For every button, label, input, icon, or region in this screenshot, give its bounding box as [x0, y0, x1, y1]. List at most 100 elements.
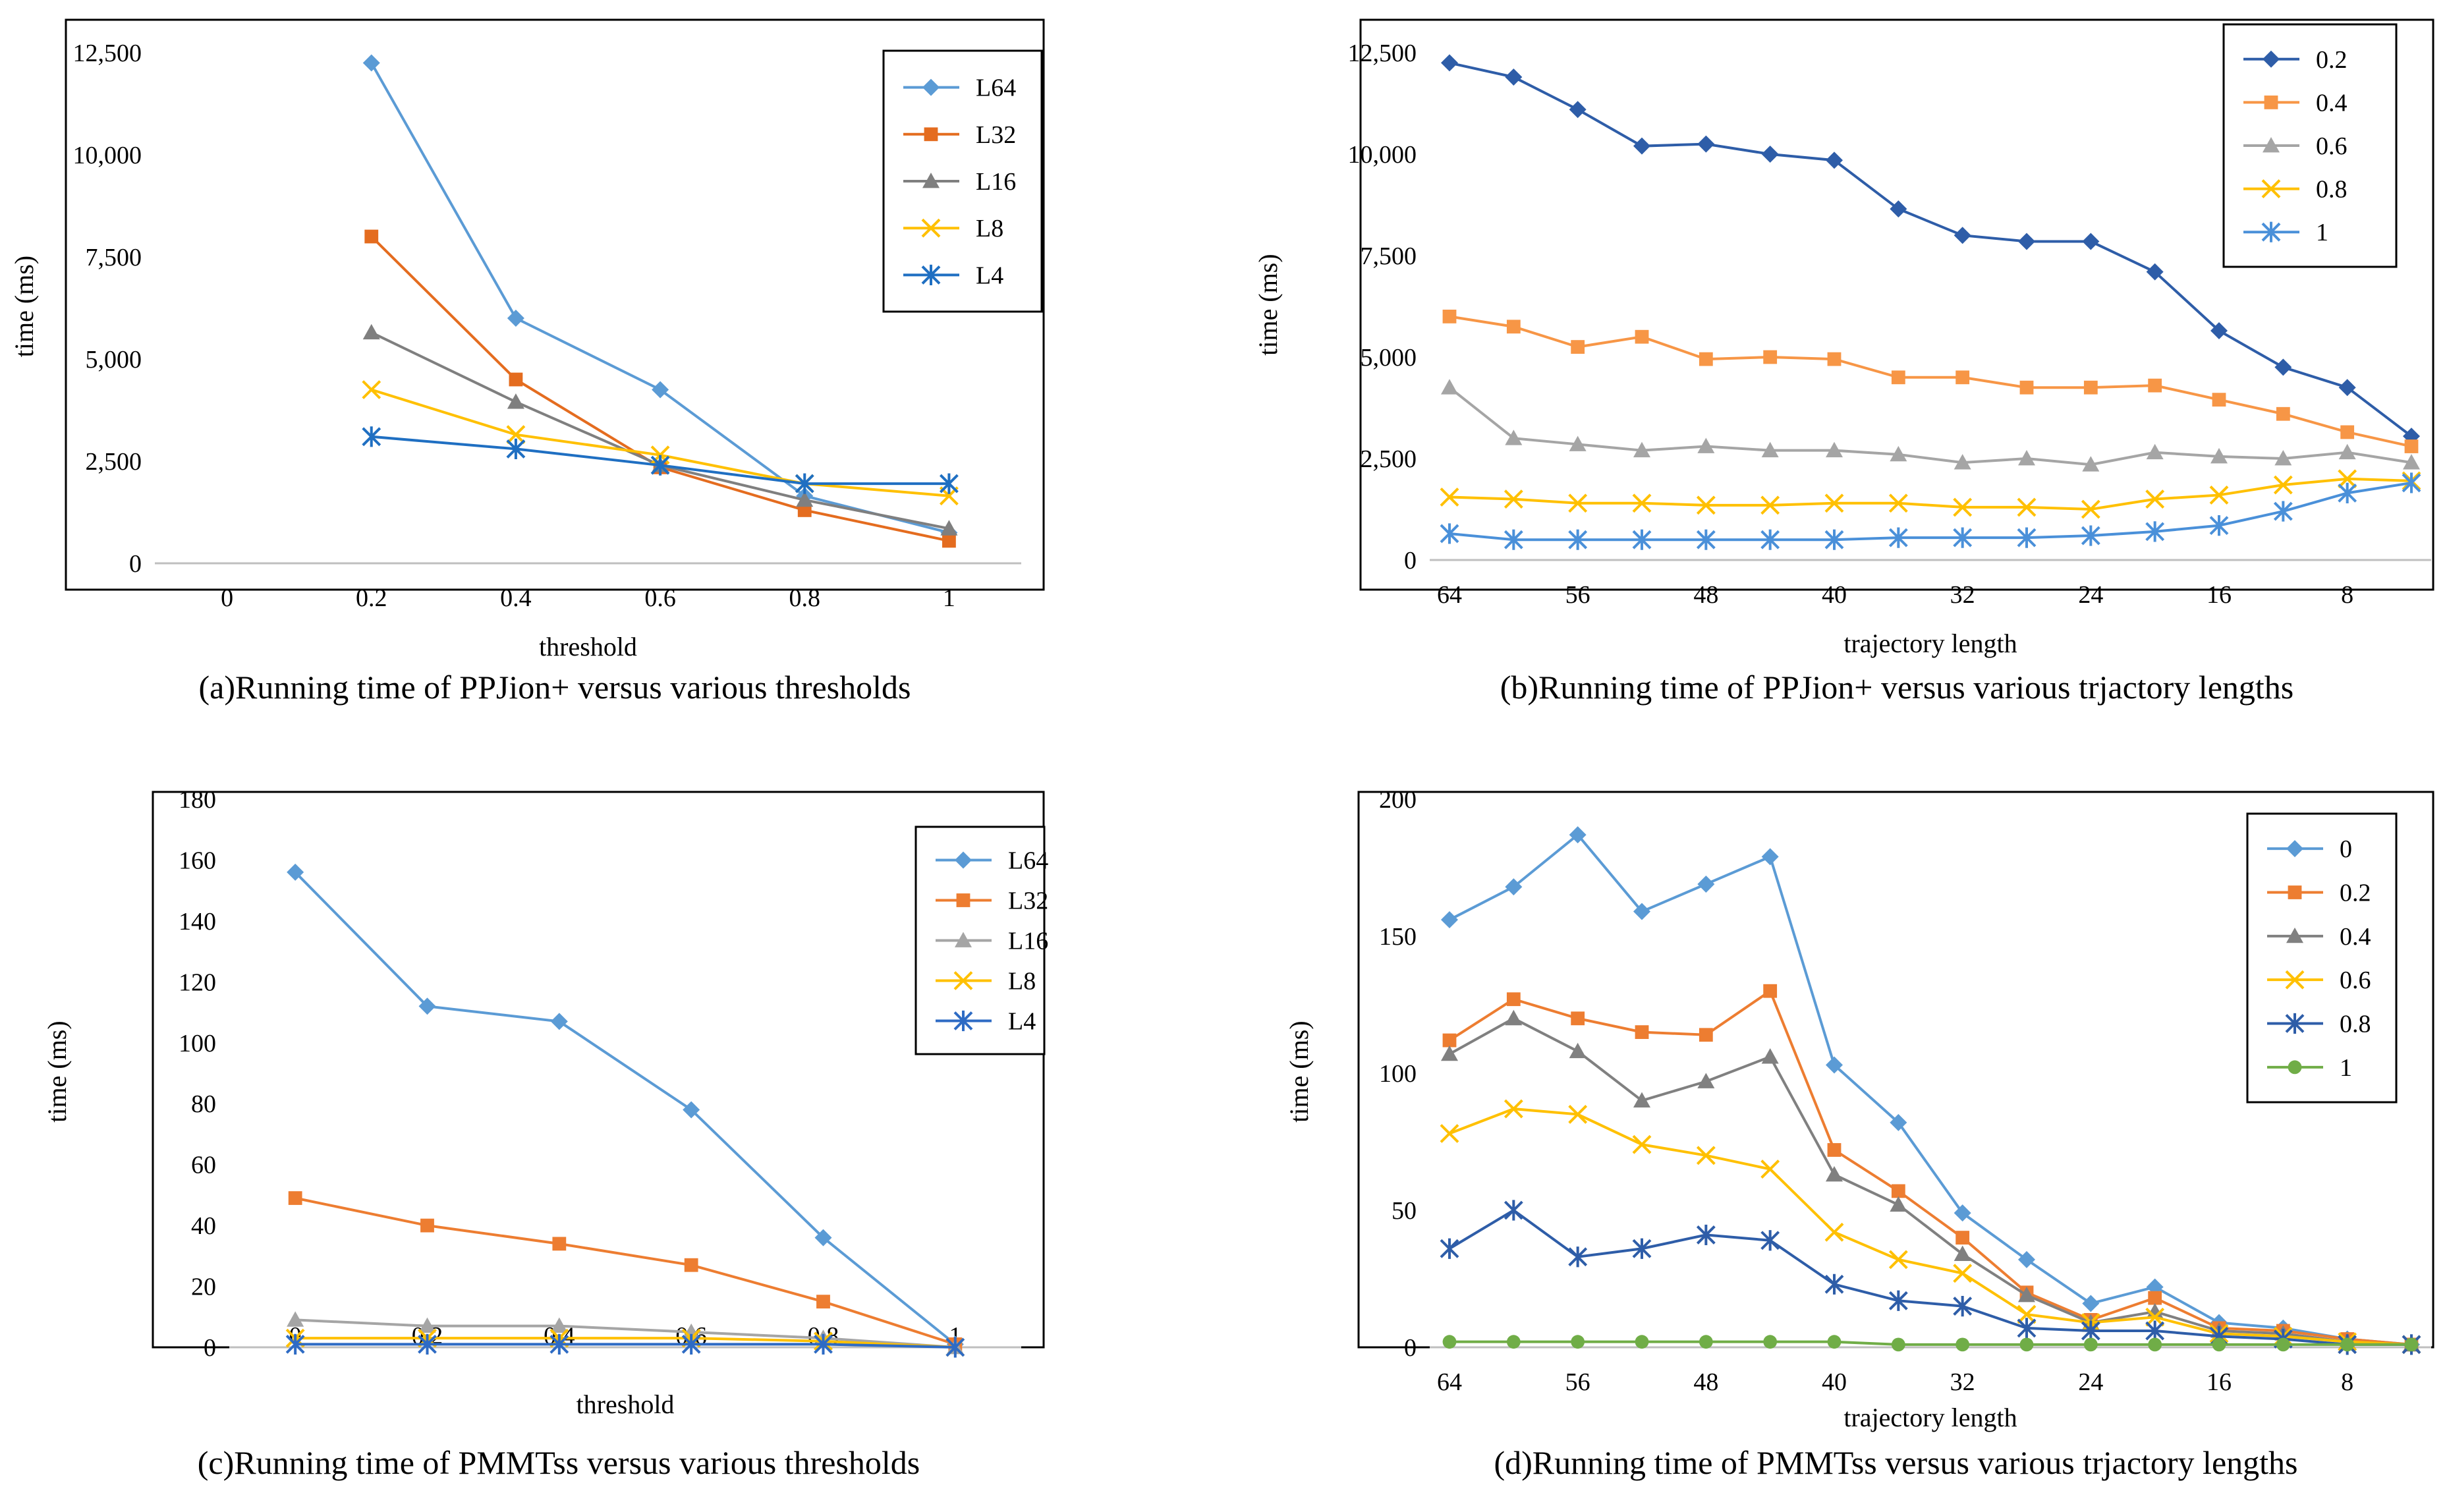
legend-label: 0.6 — [2316, 132, 2348, 160]
legend-label: L4 — [976, 262, 1003, 289]
data-point-L32 — [552, 1237, 567, 1251]
data-point-L16 — [418, 1317, 436, 1333]
data-point-1 — [1763, 1335, 1778, 1349]
data-point-0.8 — [2017, 1318, 2037, 1339]
legend-marker — [956, 893, 970, 907]
data-point-L16 — [940, 520, 958, 536]
data-point-0.2 — [1505, 68, 1523, 86]
legend-label: L32 — [976, 121, 1016, 149]
chart-caption: (b)Running time of PPJion+ versus variou… — [1500, 669, 2293, 706]
data-point-0.2 — [1506, 992, 1521, 1007]
chart-caption: (d)Running time of PMMTss versus various… — [1494, 1444, 2298, 1481]
legend-label: L4 — [1008, 1008, 1036, 1036]
legend-label: 0.6 — [2340, 966, 2371, 994]
y-tick-label: 160 — [179, 847, 216, 874]
y-axis-title: time (ms) — [9, 256, 39, 357]
data-point-0.2 — [2338, 379, 2356, 397]
y-tick-label: 10,000 — [73, 142, 142, 169]
data-point-0.8 — [1888, 1290, 1908, 1311]
data-point-0.6 — [2017, 1304, 2037, 1324]
data-point-0.4 — [2148, 378, 2162, 393]
data-point-0.2 — [1826, 152, 1843, 169]
data-point-L16 — [507, 393, 524, 409]
data-point-0.2 — [1955, 1231, 1970, 1245]
data-point-0.2 — [1890, 200, 1907, 218]
data-point-0.4 — [2276, 406, 2290, 421]
y-tick-label: 2,500 — [86, 448, 142, 476]
data-point-0.6 — [1633, 441, 1650, 458]
data-point-0.4 — [1955, 370, 1970, 385]
legend-marker — [2285, 970, 2305, 990]
data-point-0.8 — [1824, 493, 1844, 513]
x-tick-label: 32 — [1950, 1368, 1975, 1396]
data-point-0.6 — [1504, 1099, 1523, 1119]
legend-marker — [921, 218, 941, 238]
y-tick-label: 20 — [191, 1274, 216, 1301]
data-point-0.4 — [1442, 310, 1457, 323]
data-point-1 — [1699, 1335, 1713, 1349]
legend-label: L16 — [1008, 928, 1048, 955]
data-point-1 — [1827, 1335, 1842, 1349]
legend-marker — [2286, 840, 2303, 858]
data-point-0.6 — [1568, 1104, 1588, 1124]
data-point-0.8 — [2145, 490, 2165, 509]
data-point-0.4 — [1827, 352, 1842, 366]
data-point-L4 — [506, 438, 526, 459]
legend-marker — [2263, 50, 2280, 68]
data-point-1 — [2017, 527, 2037, 548]
data-point-0.4 — [1571, 340, 1585, 354]
data-point-L16 — [287, 1311, 304, 1327]
data-point-0 — [1633, 903, 1650, 920]
data-point-1 — [2404, 1337, 2419, 1352]
chart-panel-a: 0 2,500 5,000 7,500 10,000 12,500 0 0.2 0.4 0.6 0.… — [9, 18, 1045, 706]
data-point-0.4 — [1635, 329, 1649, 344]
y-tick-label: 60 — [191, 1152, 216, 1179]
data-point-L32 — [364, 229, 379, 244]
x-axis-title: trajectory length — [1843, 1403, 2017, 1432]
y-tick-label: 5,000 — [86, 346, 142, 374]
data-point-0.8 — [1824, 1274, 1844, 1295]
data-point-0.6 — [1569, 435, 1587, 451]
data-point-0.4 — [1763, 350, 1778, 364]
data-point-L64 — [362, 54, 380, 72]
x-tick-label: 48 — [1693, 1368, 1718, 1396]
legend-marker — [922, 173, 940, 188]
data-point-0.4 — [2404, 439, 2419, 453]
data-point-0.4 — [2018, 1286, 2035, 1302]
data-point-0.8 — [2338, 469, 2357, 489]
data-point-1 — [2402, 472, 2421, 493]
chart-frame — [152, 791, 1045, 1349]
chart-panel-d: 0 50 100 150 200 64 56 48 40 32 24 16 8 trajectory le… — [1284, 786, 2434, 1481]
data-point-0.2 — [1571, 1011, 1585, 1026]
data-point-L64 — [418, 997, 436, 1015]
legend-label: L8 — [976, 215, 1003, 242]
legend-marker — [2286, 927, 2303, 943]
data-point-0.2 — [2146, 263, 2164, 281]
legend-label: 1 — [2340, 1054, 2352, 1082]
data-point-0.4 — [1699, 352, 1713, 366]
data-point-0.4 — [1569, 1042, 1587, 1059]
data-point-0.8 — [1568, 1246, 1588, 1268]
legend-label: L64 — [1008, 847, 1048, 875]
data-point-0.4 — [2212, 393, 2226, 407]
data-point-1 — [1506, 1335, 1521, 1349]
series-line-0.2 — [1449, 61, 2413, 437]
x-tick-label: 40 — [1822, 581, 1847, 609]
data-point-0.2 — [1697, 135, 1715, 153]
series-line-0.4 — [1449, 315, 2412, 448]
chart-panel-c: 02040608010012014016018000.20.40.60.81th… — [42, 786, 1048, 1481]
x-tick-label: 8 — [2341, 1368, 2353, 1396]
data-point-0 — [1826, 1056, 1843, 1074]
legend-marker — [2288, 1060, 2302, 1075]
data-point-0.6 — [2082, 456, 2100, 472]
legend-label: L64 — [976, 74, 1016, 102]
legend-label: 0.8 — [2316, 176, 2348, 204]
data-point-0.6 — [1760, 1160, 1780, 1179]
data-point-0.6 — [1697, 437, 1715, 453]
data-point-0.2 — [1569, 101, 1587, 119]
x-axis-title: threshold — [577, 1389, 675, 1419]
data-point-1 — [1571, 1335, 1585, 1349]
data-point-0.8 — [1440, 488, 1459, 507]
data-point-0.2 — [1827, 1143, 1842, 1157]
